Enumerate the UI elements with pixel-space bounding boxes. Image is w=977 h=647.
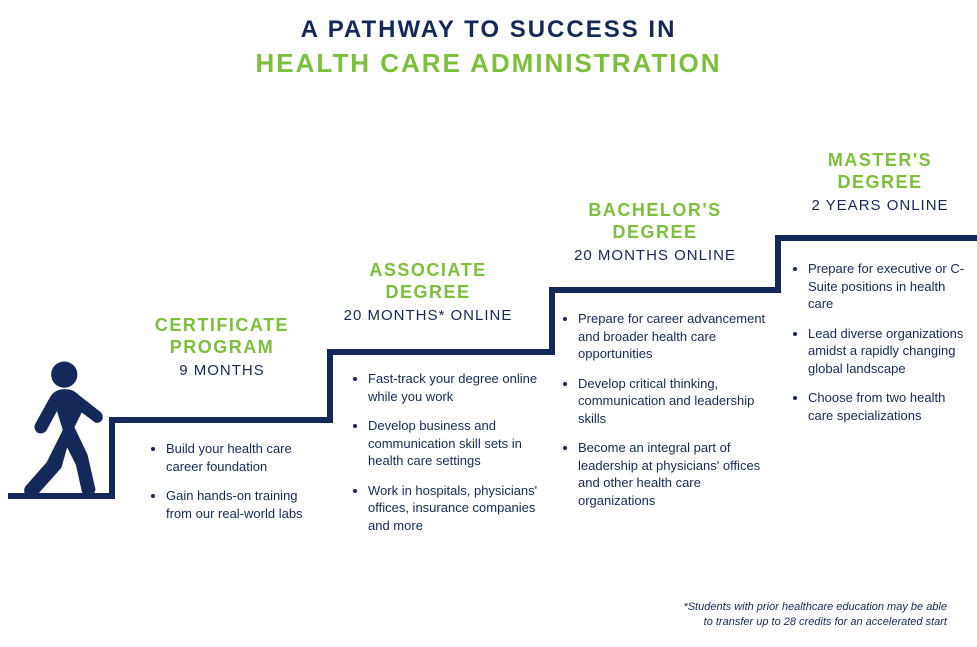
bullet-item: Become an integral part of leadership at… bbox=[578, 439, 770, 509]
bullet-item: Build your health care career foundation bbox=[166, 440, 308, 475]
step-subtitle: 20 MONTHS* ONLINE bbox=[328, 307, 528, 324]
bullet-item: Gain hands-on training from our real-wor… bbox=[166, 487, 308, 522]
bullet-item: Work in hospitals, physicians' offices, … bbox=[368, 482, 540, 535]
step-title: CERTIFICATE PROGRAM bbox=[142, 315, 302, 358]
footnote: *Students with prior healthcare educatio… bbox=[683, 600, 947, 629]
step-subtitle: 2 YEARS ONLINE bbox=[790, 197, 970, 214]
step-header-certificate: CERTIFICATE PROGRAM 9 MONTHS bbox=[142, 315, 302, 379]
step-title: MASTER'S DEGREE bbox=[790, 150, 970, 193]
step-bullets-associate: Fast-track your degree online while you … bbox=[350, 370, 540, 546]
step-bullets-masters: Prepare for executive or C-Suite positio… bbox=[790, 260, 970, 436]
step-title: BACHELOR'S DEGREE bbox=[555, 200, 755, 243]
step-header-masters: MASTER'S DEGREE 2 YEARS ONLINE bbox=[790, 150, 970, 214]
step-header-bachelors: BACHELOR'S DEGREE 20 MONTHS ONLINE bbox=[555, 200, 755, 264]
bullet-item: Prepare for executive or C-Suite positio… bbox=[808, 260, 970, 313]
bullet-item: Develop critical thinking, communication… bbox=[578, 375, 770, 428]
bullet-item: Develop business and communication skill… bbox=[368, 417, 540, 470]
step-header-associate: ASSOCIATE DEGREE 20 MONTHS* ONLINE bbox=[328, 260, 528, 324]
bullet-item: Lead diverse organizations amidst a rapi… bbox=[808, 325, 970, 378]
bullet-item: Fast-track your degree online while you … bbox=[368, 370, 540, 405]
bullet-item: Choose from two health care specializati… bbox=[808, 389, 970, 424]
step-subtitle: 20 MONTHS ONLINE bbox=[555, 247, 755, 264]
step-title: ASSOCIATE DEGREE bbox=[328, 260, 528, 303]
bullet-item: Prepare for career advancement and broad… bbox=[578, 310, 770, 363]
step-bullets-bachelors: Prepare for career advancement and broad… bbox=[560, 310, 770, 521]
walking-person-icon bbox=[8, 360, 103, 500]
step-subtitle: 9 MONTHS bbox=[142, 362, 302, 379]
step-bullets-certificate: Build your health care career foundation… bbox=[148, 440, 308, 534]
